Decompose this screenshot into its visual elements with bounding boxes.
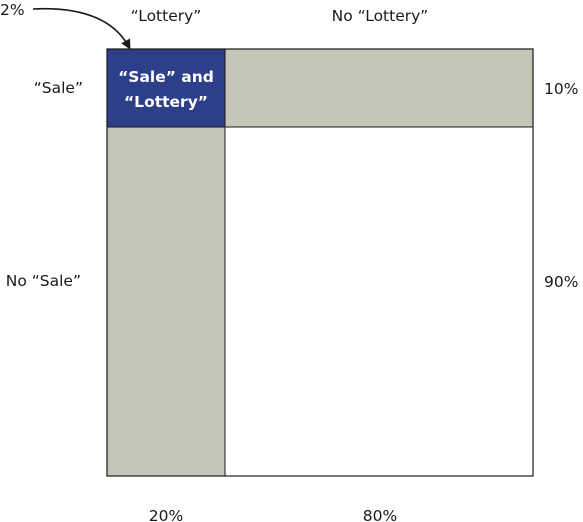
- intersection-label-line1: “Sale” and: [118, 68, 214, 86]
- callout-percent-label: 2%: [0, 1, 25, 19]
- column-header-no-lottery: No “Lottery”: [332, 7, 429, 25]
- bottom-percent-left: 20%: [149, 507, 183, 522]
- bottom-percent-right: 80%: [363, 507, 397, 522]
- no-sale-lottery-cell: [106, 126, 226, 477]
- callout-arrow: [32, 7, 131, 50]
- row-header-sale: “Sale”: [34, 79, 83, 97]
- sale-no-lottery-cell: [224, 48, 534, 128]
- right-percent-top: 10%: [544, 80, 578, 98]
- sale-and-lottery-cell: [106, 48, 226, 128]
- column-header-lottery: “Lottery”: [131, 7, 202, 25]
- no-sale-no-lottery-cell: [224, 126, 534, 477]
- intersection-label-line2: “Lottery”: [124, 93, 208, 111]
- outer-border: [106, 48, 534, 477]
- right-percent-bottom: 90%: [544, 273, 578, 291]
- row-header-no-sale: No “Sale”: [6, 272, 81, 290]
